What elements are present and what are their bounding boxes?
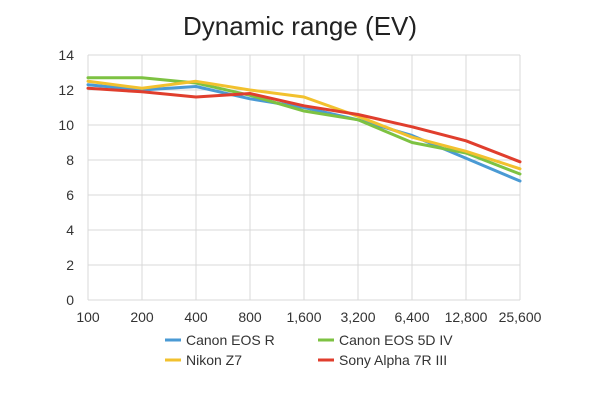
legend-label: Canon EOS R (186, 332, 275, 348)
series-line-nikon-z7 (86, 79, 522, 171)
legend-label: Sony Alpha 7R III (339, 352, 447, 368)
x-tick-label: 25,600 (499, 309, 542, 325)
x-tick-label: 12,800 (445, 309, 488, 325)
x-tick-label: 200 (130, 309, 154, 325)
x-tick-label: 3,200 (340, 309, 375, 325)
x-tick-label: 800 (238, 309, 262, 325)
legend-label: Nikon Z7 (186, 352, 242, 368)
series-lines (86, 76, 522, 183)
legend: Canon EOS R Canon EOS 5D IV Nikon Z7 Sony A… (165, 332, 453, 368)
x-axis-tick-labels: 100 200 400 800 1,600 3,200 6,400 12,800 25,600 (76, 309, 541, 325)
y-tick-label: 8 (66, 152, 74, 168)
x-tick-label: 400 (184, 309, 208, 325)
y-tick-label: 14 (58, 47, 74, 63)
series-line-canon-eos-5d-iv (86, 76, 522, 176)
chart-title: Dynamic range (EV) (183, 11, 417, 41)
y-tick-label: 4 (66, 222, 74, 238)
y-tick-label: 2 (66, 257, 74, 273)
y-tick-label: 12 (58, 82, 74, 98)
legend-label: Canon EOS 5D IV (339, 332, 453, 348)
x-tick-label: 1,600 (286, 309, 321, 325)
y-axis-tick-labels: 0 2 4 6 8 10 12 14 (58, 47, 74, 308)
x-tick-label: 100 (76, 309, 100, 325)
y-tick-label: 10 (58, 117, 74, 133)
y-tick-label: 6 (66, 187, 74, 203)
x-tick-label: 6,400 (394, 309, 429, 325)
series-line-sony-alpha-7r-iii (86, 86, 522, 164)
y-tick-label: 0 (66, 292, 74, 308)
